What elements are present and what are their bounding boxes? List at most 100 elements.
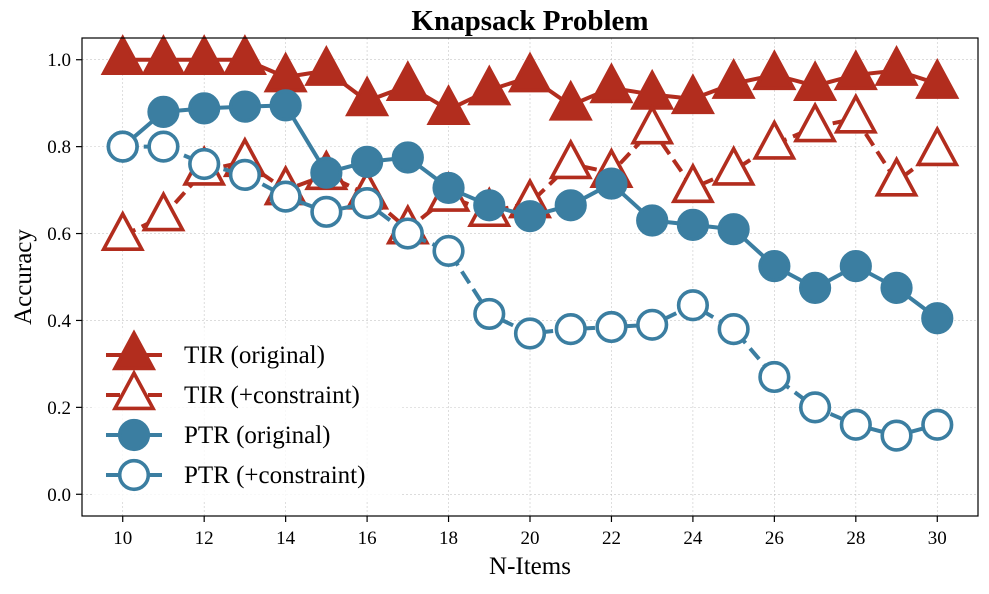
legend: TIR (original) TIR (+constraint) PTR (orig… (92, 329, 402, 501)
data-point (507, 51, 553, 93)
series-layer (100, 34, 960, 452)
data-point (798, 271, 832, 304)
data-point (310, 156, 343, 189)
data-point (228, 158, 262, 191)
x-axis-label: N-Items (489, 553, 571, 580)
legend-marker (117, 418, 151, 452)
data-point (630, 103, 675, 145)
x-tick-label: 14 (276, 528, 296, 549)
data-point (636, 204, 669, 237)
data-point (793, 101, 838, 143)
x-tick-label: 12 (195, 528, 214, 549)
x-tick-label: 16 (358, 528, 377, 549)
data-point (880, 419, 913, 452)
x-tick-label: 10 (113, 528, 132, 549)
data-point (548, 79, 593, 121)
data-point (228, 90, 262, 123)
data-point (833, 49, 878, 91)
data-point (915, 57, 960, 99)
data-point (473, 189, 506, 222)
data-point (345, 75, 390, 117)
data-point (839, 408, 872, 441)
legend-marker (117, 458, 151, 492)
data-point (880, 271, 913, 304)
y-tick-label: 0.4 (47, 311, 71, 332)
data-point (554, 189, 587, 222)
data-point (921, 302, 954, 335)
legend-label: PTR (+constraint) (184, 462, 365, 489)
data-point (426, 84, 471, 125)
data-point (147, 95, 180, 128)
data-point (350, 187, 384, 220)
data-point (513, 200, 547, 233)
data-point (269, 180, 302, 213)
data-point (100, 210, 145, 251)
data-point (636, 308, 669, 341)
data-point (391, 217, 424, 250)
data-point (182, 34, 227, 75)
legend-label: TIR (+constraint) (184, 382, 360, 409)
x-tick-label: 20 (521, 528, 540, 549)
y-tick-label: 1.0 (47, 50, 71, 71)
data-point (758, 360, 791, 394)
data-point (391, 141, 424, 174)
data-point (676, 208, 710, 241)
data-point (310, 195, 343, 228)
data-point (595, 310, 628, 344)
y-tick-label: 0.2 (47, 398, 71, 419)
data-point (432, 171, 465, 205)
x-tick-label: 22 (602, 528, 621, 549)
data-point (100, 34, 145, 75)
data-point (752, 118, 797, 160)
data-point (222, 34, 267, 75)
data-point (513, 317, 547, 350)
data-point (630, 68, 675, 110)
data-point (188, 92, 221, 125)
data-point (717, 313, 750, 346)
data-point (467, 64, 512, 106)
data-point (711, 57, 756, 99)
y-tick-label: 0.6 (47, 224, 71, 245)
data-point (595, 167, 628, 200)
data-point (188, 147, 221, 181)
data-point (269, 89, 302, 122)
data-point (670, 73, 715, 115)
data-point (473, 297, 506, 331)
x-tick-label: 30 (928, 528, 947, 549)
data-point (798, 391, 832, 424)
data-point (921, 408, 954, 441)
x-tick-label: 24 (683, 528, 703, 549)
legend-label: TIR (original) (184, 342, 325, 369)
data-point (141, 34, 186, 75)
legend-marker (111, 369, 157, 411)
data-point (793, 60, 838, 102)
data-point (385, 60, 430, 102)
data-point (554, 313, 587, 346)
y-tick-label: 0.8 (47, 137, 71, 158)
data-point (874, 155, 919, 197)
data-point (147, 130, 180, 163)
data-point (589, 62, 634, 104)
data-point (304, 44, 349, 86)
data-point (432, 234, 465, 268)
data-point (548, 138, 593, 180)
data-point (839, 250, 872, 283)
series-2 (106, 89, 954, 335)
y-tick-label: 0.0 (47, 485, 71, 506)
data-point (915, 125, 960, 167)
data-point (758, 250, 791, 283)
data-point (676, 289, 710, 322)
data-point (833, 92, 878, 134)
data-point (874, 44, 919, 86)
series-3 (106, 130, 954, 452)
data-point (350, 145, 384, 178)
data-point (752, 49, 797, 91)
legend-marker (111, 329, 157, 371)
x-tick-label: 28 (846, 528, 865, 549)
x-tick-label: 18 (439, 528, 458, 549)
legend-label: PTR (original) (184, 422, 331, 449)
data-point (670, 162, 715, 204)
data-point (711, 144, 756, 186)
